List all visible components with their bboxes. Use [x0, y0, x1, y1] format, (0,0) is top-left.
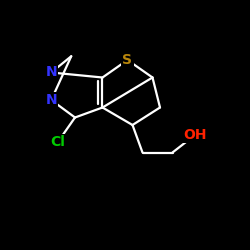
Text: N: N [46, 66, 57, 80]
Text: OH: OH [183, 128, 207, 142]
Text: S: S [122, 53, 132, 67]
Text: Cl: Cl [50, 136, 65, 149]
Text: N: N [46, 93, 57, 107]
